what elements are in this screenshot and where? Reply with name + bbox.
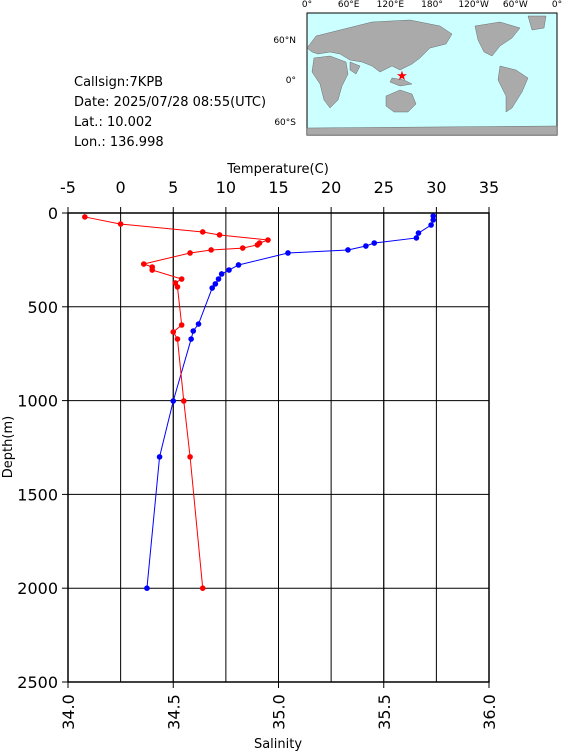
data-point [178,322,185,328]
data-point [188,336,194,342]
map-lat-label: 60°N [273,36,296,46]
data-point [215,276,222,282]
data-point [174,336,181,342]
data-point [216,232,223,238]
data-point [144,585,150,591]
data-point [199,229,206,235]
x-tick-label: 35.0 [270,694,289,730]
data-point [226,267,232,273]
data-point [187,454,193,460]
callsign: Callsign:7KPB [74,75,163,90]
map-lon-label: 60°E [338,0,360,10]
y-tick-label: 1000 [17,392,58,411]
x-tick-label: 34.0 [59,694,78,730]
map-land [306,15,558,136]
x2-tick-label: 10 [216,178,236,197]
data-point [430,217,437,223]
y-tick-label: 0 [48,204,58,223]
x-tick-label: 36.0 [480,694,499,730]
y-tick-label: 2500 [17,673,58,692]
map-lon-label: 60°W [503,0,528,10]
map: ★ 0° 60°E 120°E 180° 120°W 60°W 0° 60°N 0° 60°S [273,0,562,136]
data-point [218,271,225,277]
data-point [235,262,242,268]
data-point [285,250,291,256]
map-lon-label: 0° [302,0,312,10]
profile-line [146,216,434,589]
data-point [413,235,420,241]
map-lon-label: 0° [552,0,562,10]
station-star: ★ [396,69,408,84]
lat: Lat.: 10.002 [74,115,152,130]
x-tick-label: 35.5 [375,694,394,730]
lon: Lon.: 136.998 [74,135,164,150]
data-point [117,221,124,227]
data-point [174,284,181,290]
x-axis-label: Salinity [254,737,302,751]
data-point [428,222,434,228]
data-point [265,237,271,243]
x-tick-label: 34.5 [164,694,183,730]
data-point [180,398,187,404]
x2-tick-label: 35 [479,178,499,197]
data-point [371,240,378,246]
date: Date: 2025/07/28 08:55(UTC) [74,95,266,110]
data-point [363,243,369,249]
x2-tick-label: -5 [60,178,76,197]
profile-line [84,216,269,589]
data-point [430,213,437,219]
data-point [209,285,215,291]
map-lon-label: 120°E [377,0,405,10]
y-tick-label: 500 [27,298,58,317]
x2-tick-label: 0 [116,178,126,197]
data-point [82,214,88,220]
map-lat-label: 0° [286,76,296,86]
x2-tick-label: 30 [426,178,446,197]
plot-frame [67,212,490,683]
data-point [415,230,422,236]
data-point [195,321,202,327]
data-point [208,247,214,253]
data-point [254,242,261,248]
data-point [149,267,155,273]
x2-tick-label: 5 [168,178,178,197]
data-point [170,398,177,404]
map-lon-label: 120°W [458,0,489,10]
data-point [199,585,206,591]
y-tick-label: 2000 [17,579,58,598]
data-point [212,281,219,287]
info: Callsign:7KPB Date: 2025/07/28 08:55(UTC… [74,75,266,150]
data-point [239,245,246,251]
data-point [140,261,147,267]
data-point [187,250,193,256]
data-point [190,328,197,334]
data-point [156,454,163,460]
data-point [170,329,177,335]
y-axis-label: Depth(m) [1,416,16,478]
x2-tick-label: 15 [268,178,288,197]
data-point [178,276,185,282]
y-tick-label: 1500 [17,485,58,504]
x2-axis-label: Temperature(C) [226,162,329,177]
x2-tick-label: 20 [321,178,341,197]
map-lat-label: 60°S [274,118,296,128]
map-lon-label: 180° [421,0,443,10]
data-point [345,247,351,253]
x2-tick-label: 25 [374,178,394,197]
